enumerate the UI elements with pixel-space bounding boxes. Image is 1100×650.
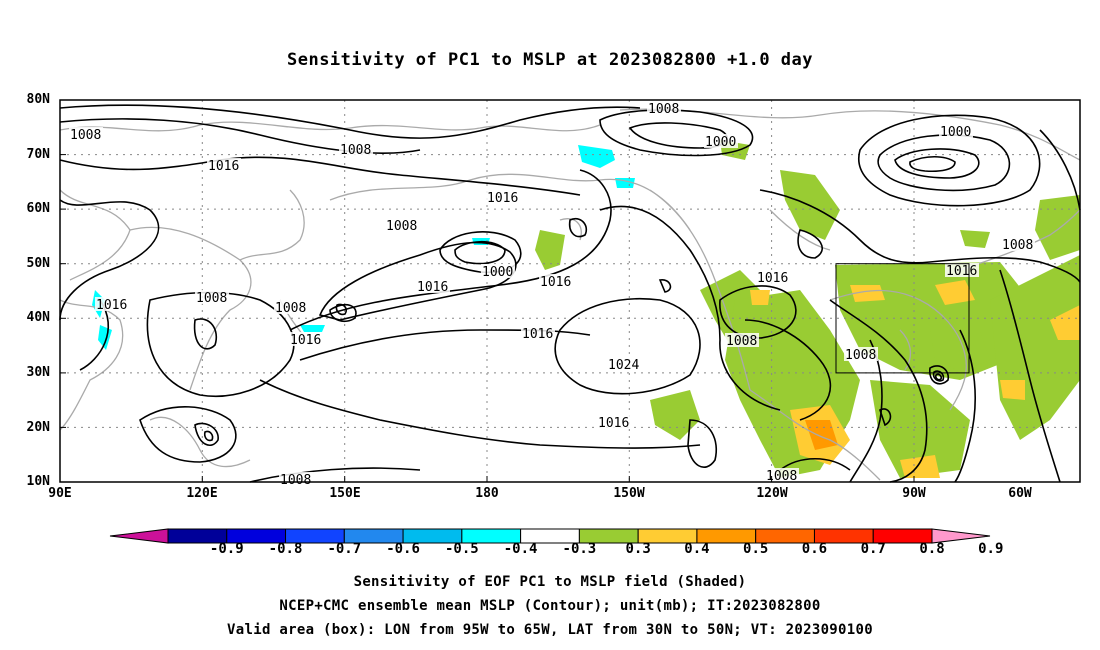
contour-label-bg [844, 347, 878, 361]
contour-label-bg [385, 218, 419, 232]
map-frame [59, 99, 1081, 483]
axis-ticks [60, 154, 915, 482]
lon-label-180: 180 [475, 486, 499, 501]
lon-label-120w: 120W [756, 486, 788, 501]
contour-label: 1008 [275, 301, 306, 316]
contour-label: 1008 [280, 473, 311, 488]
contour-label: 1008 [70, 128, 101, 143]
lon-label-120e: 120E [186, 486, 218, 501]
contour-label-bg [521, 326, 555, 340]
colorbar-tick-label: -0.6 [386, 541, 420, 557]
lat-label-60n: 60N [26, 201, 50, 216]
contour-label-bg [486, 190, 520, 204]
colorbar [109, 528, 991, 544]
contour-label-bg [481, 264, 515, 278]
contour-label: 1016 [598, 416, 629, 431]
sensitivity-shading-positive [535, 140, 1080, 478]
lon-label-150w: 150W [613, 486, 645, 501]
contour-labels: 1008 1008 1016 1008 1000 1016 1008 1000 1016 1008… [69, 101, 1035, 488]
contour-label: 1016 [522, 327, 553, 342]
contour-label-bg [95, 297, 129, 311]
contour-label-bg [339, 142, 373, 156]
lat-label-10n: 10N [26, 474, 50, 489]
lat-label-20n: 20N [26, 420, 50, 435]
colorbar-min-arrow [109, 528, 169, 544]
contour-label: 1016 [290, 333, 321, 348]
colorbar-tick-label: 0.6 [801, 541, 828, 557]
lon-label-90e: 90E [48, 486, 72, 501]
contour-label-bg [69, 127, 103, 141]
contour-label-bg [756, 270, 790, 284]
lat-label-80n: 80N [26, 92, 50, 107]
colorbar-tick-label: -0.4 [503, 541, 538, 557]
colorbar-tick-label: 0.4 [684, 541, 710, 557]
lat-label-50n: 50N [26, 256, 50, 271]
contour-label-bg [607, 357, 641, 371]
contour-label: 1016 [946, 264, 977, 279]
figure-title: Sensitivity of PC1 to MSLP at 2023082800… [286, 50, 813, 70]
colorbar-tick-label: -0.5 [444, 541, 479, 557]
valid-area-box [835, 263, 970, 374]
contour-label: 1016 [96, 298, 127, 313]
contour-label-bg [704, 134, 738, 148]
contour-label: 1000 [482, 265, 513, 280]
colorbar-tick-label: -0.9 [209, 541, 244, 557]
lon-label-150e: 150E [329, 486, 361, 501]
contour-label: 1000 [705, 135, 736, 150]
lon-label-60w: 60W [1008, 486, 1032, 501]
contour-label: 1008 [845, 348, 876, 363]
lat-label-70n: 70N [26, 147, 50, 162]
coastlines [59, 108, 1081, 481]
contour-label-bg [416, 279, 450, 293]
mslp-contours [59, 104, 1081, 483]
contour-label-bg [945, 263, 979, 277]
contour-label-bg [765, 468, 799, 482]
contour-label: 1016 [417, 280, 448, 295]
lat-label-40n: 40N [26, 310, 50, 325]
contour-label-bg [1001, 237, 1035, 251]
colorbar-tick-label: 0.7 [860, 541, 886, 557]
contour-label-bg [939, 124, 973, 138]
caption-valid-area: Valid area (box): LON from 95W to 65W, L… [227, 622, 873, 638]
contour-label: 1008 [726, 334, 757, 349]
caption-contour: NCEP+CMC ensemble mean MSLP (Contour); u… [279, 598, 821, 614]
contour-label: 1016 [540, 275, 571, 290]
contour-label: 1024 [608, 358, 639, 373]
colorbar-tick-label: -0.8 [268, 541, 303, 557]
colorbar-tick-label: 0.8 [919, 541, 945, 557]
contour-label: 1016 [757, 271, 788, 286]
contour-label-bg [274, 300, 308, 314]
contour-label: 1008 [648, 102, 679, 117]
contour-label-bg [647, 101, 681, 115]
contour-label-bg [539, 274, 573, 288]
colorbar-max-arrow [931, 528, 991, 544]
contour-label: 1000 [940, 125, 971, 140]
contour-label-bg [725, 333, 759, 347]
colorbar-tick-label: 0.9 [978, 541, 1004, 557]
colorbar-tick-label: 0.5 [743, 541, 769, 557]
contour-label: 1008 [196, 291, 227, 306]
contour-label-bg [597, 415, 631, 429]
contour-label-bg [207, 158, 241, 172]
contour-label: 1008 [766, 469, 797, 484]
colorbar-tick-label: -0.3 [562, 541, 597, 557]
caption-shading: Sensitivity of EOF PC1 to MSLP field (Sh… [353, 574, 747, 590]
colorbar-tick-label: -0.7 [327, 541, 362, 557]
contour-label: 1016 [487, 191, 518, 206]
lon-label-90w: 90W [902, 486, 926, 501]
contour-label: 1008 [386, 219, 417, 234]
contour-label: 1008 [340, 143, 371, 158]
contour-label: 1016 [208, 159, 239, 174]
colorbar-tick-label: 0.3 [625, 541, 651, 557]
graticule [60, 100, 1080, 482]
lat-label-30n: 30N [26, 365, 50, 380]
contour-label-bg [289, 332, 323, 346]
contour-label: 1008 [1002, 238, 1033, 253]
contour-label-bg [195, 290, 229, 304]
